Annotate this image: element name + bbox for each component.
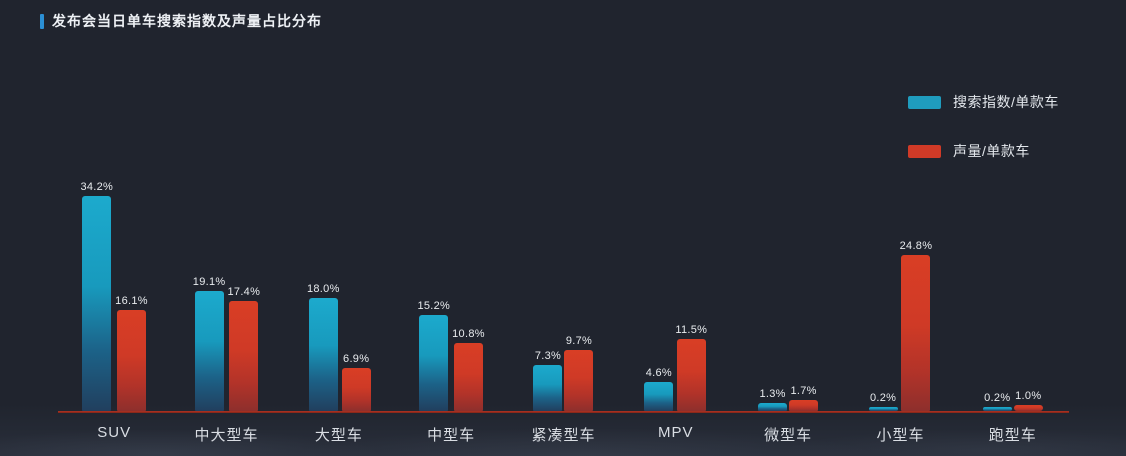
bar-value-label: 1.3% [759, 387, 786, 400]
bar-value-label: 1.7% [790, 385, 817, 398]
bar-声量/单款车-中型车[interactable] [453, 343, 483, 411]
bar-group-大型车: 18.0% 6.9% [283, 148, 395, 411]
bar-wrap: 0.2% [982, 392, 1012, 411]
legend-item-search-index[interactable]: 搜索指数/单款车 [908, 92, 1059, 112]
bar-value-label: 17.4% [227, 286, 261, 299]
bar-wrap: 1.3% [758, 387, 788, 411]
bar-声量/单款车-MPV[interactable] [676, 338, 706, 411]
bar-搜索指数/单款车-中型车[interactable] [419, 315, 449, 411]
title-marker-bar [40, 13, 44, 29]
bar-声量/单款车-小型车[interactable] [901, 254, 931, 411]
bar-搜索指数/单款车-微型车[interactable] [758, 402, 788, 411]
bar-value-label: 10.8% [452, 328, 485, 340]
bar-value-label: 9.7% [565, 334, 593, 347]
bar-声量/单款车-大型车[interactable] [341, 367, 371, 411]
bar-wrap: 10.8% [452, 328, 485, 411]
bar-搜索指数/单款车-SUV[interactable] [82, 195, 112, 411]
bar-value-label: 18.0% [306, 282, 340, 295]
x-axis-label-MPV: MPV [658, 424, 694, 441]
bar-搜索指数/单款车-跑型车[interactable] [982, 407, 1012, 411]
bar-wrap: 19.1% [193, 276, 226, 411]
bar-wrap: 9.7% [564, 334, 594, 411]
bar-wrap: 1.0% [1013, 389, 1043, 411]
x-axis-label-中大型车: 中大型车 [194, 427, 259, 444]
x-axis-label-微型车: 微型车 [764, 427, 813, 444]
bar-plot-area: 34.2% 16.1% 19.1% 17.4% 18.0% 6.9% 15.2% 10.8% 7… [58, 148, 1069, 411]
bar-value-label: 34.2% [80, 180, 114, 193]
legend-label-voice: 声量/单款车 [953, 143, 1030, 159]
bar-value-label: 24.8% [899, 239, 933, 252]
legend-label-search-index: 搜索指数/单款车 [953, 94, 1059, 110]
bar-搜索指数/单款车-中大型车[interactable] [194, 290, 224, 411]
legend-swatch-voice [908, 144, 941, 158]
bar-value-label: 7.3% [534, 350, 562, 362]
bar-wrap: 6.9% [341, 352, 371, 411]
bar-value-label: 15.2% [417, 300, 451, 313]
bar-声量/单款车-SUV[interactable] [117, 309, 146, 411]
bar-搜索指数/单款车-MPV[interactable] [644, 382, 674, 411]
x-axis-line [58, 411, 1069, 413]
x-axis-labels: SUV 中大型车 大型车 中型车 紧凑型车 MPV 微型车 小型车 跑型车 [58, 424, 1069, 445]
bar-wrap: 4.6% [644, 367, 674, 411]
bar-wrap: 11.5% [675, 323, 708, 411]
bar-value-label: 0.2% [869, 392, 897, 404]
x-axis-label-跑型车: 跑型车 [988, 427, 1037, 444]
bar-wrap: 0.2% [868, 392, 898, 411]
chart-title-row: 发布会当日单车搜索指数及声量占比分布 [40, 11, 322, 31]
x-axis-label-中型车: 中型车 [427, 427, 476, 444]
x-axis-label-紧凑型车: 紧凑型车 [531, 427, 596, 444]
bar-wrap: 18.0% [307, 283, 340, 411]
bar-wrap: 16.1% [115, 295, 148, 411]
x-axis-label-大型车: 大型车 [314, 427, 363, 444]
legend-item-voice[interactable]: 声量/单款车 [908, 141, 1059, 161]
legend-swatch-search-index [908, 95, 941, 109]
bar-wrap: 34.2% [80, 180, 114, 411]
chart-title: 发布会当日单车搜索指数及声量占比分布 [52, 13, 322, 29]
bar-搜索指数/单款车-大型车[interactable] [308, 297, 338, 411]
bar-value-label: 1.0% [1015, 389, 1042, 402]
bar-value-label: 6.9% [343, 352, 370, 365]
bar-wrap: 1.7% [789, 385, 819, 411]
bar-声量/单款车-跑型车[interactable] [1013, 404, 1043, 411]
bar-wrap: 17.4% [227, 286, 260, 411]
bar-group-中型车: 15.2% 10.8% [395, 148, 507, 411]
x-axis-label-SUV: SUV [97, 424, 132, 441]
bar-wrap: 24.8% [900, 240, 933, 411]
bar-value-label: 16.1% [115, 294, 148, 307]
bar-group-跑型车: 0.2% 1.0% [957, 148, 1069, 411]
bar-value-label: 19.1% [192, 275, 226, 288]
bar-group-小型车: 0.2% 24.8% [844, 148, 956, 411]
bar-声量/单款车-微型车[interactable] [789, 400, 819, 411]
bar-group-紧凑型车: 7.3% 9.7% [507, 148, 619, 411]
bar-group-微型车: 1.3% 1.7% [732, 148, 844, 411]
bar-value-label: 4.6% [645, 367, 672, 379]
x-axis-label-小型车: 小型车 [876, 427, 925, 444]
bar-value-label: 11.5% [675, 323, 708, 336]
legend: 搜索指数/单款车 声量/单款车 [908, 92, 1059, 161]
bar-声量/单款车-紧凑型车[interactable] [564, 349, 594, 411]
bar-声量/单款车-中大型车[interactable] [229, 301, 259, 411]
bar-wrap: 15.2% [417, 300, 450, 411]
bar-搜索指数/单款车-紧凑型车[interactable] [533, 365, 563, 411]
bar-group-中大型车: 19.1% 17.4% [170, 148, 282, 411]
bar-wrap: 7.3% [533, 350, 563, 411]
bar-group-MPV: 4.6% 11.5% [620, 148, 732, 411]
bar-搜索指数/单款车-小型车[interactable] [868, 407, 898, 411]
bar-group-SUV: 34.2% 16.1% [58, 148, 170, 411]
bar-value-label: 0.2% [984, 392, 1011, 404]
